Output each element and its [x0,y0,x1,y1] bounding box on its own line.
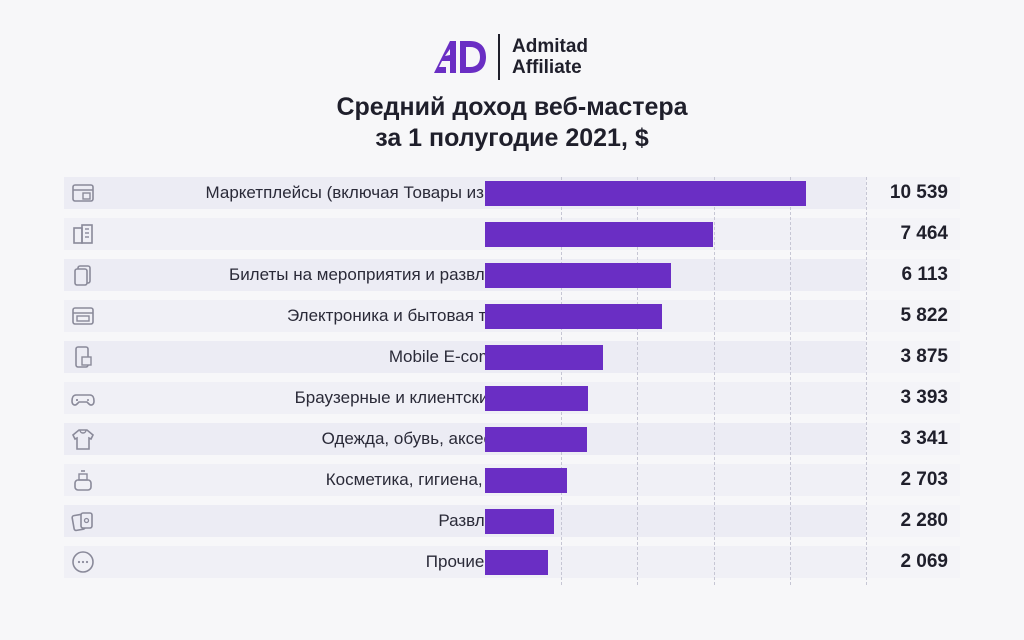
category-label: Билеты на мероприятия и развлечения [229,265,540,284]
gridline [561,177,563,585]
bar [485,181,807,206]
admitad-logo-icon [434,41,486,73]
hoodie-icon [70,427,96,451]
gamepad-icon [70,386,96,410]
bar [485,345,604,370]
monitor-icon [70,304,96,328]
bar [485,550,549,575]
value-label: 5 822 [900,305,948,326]
value-label: 2 069 [900,551,948,572]
gridline [713,177,715,585]
value-cell [866,177,960,209]
logo-wordmark: Admitad Affiliate [512,36,588,78]
cosmetics-icon [70,468,96,492]
value-label: 3 393 [900,387,948,408]
bar [485,468,568,493]
title-line-2: за 1 полугодие 2021, $ [375,124,649,152]
value-label: 2 703 [900,469,948,490]
value-cell [866,546,960,578]
gridline [866,177,867,585]
value-label: 2 280 [900,510,948,531]
bar-chart: Маркетплейсы (включая Товары из Китая) 10… [64,177,960,585]
category-label: Электроника и бытовая техника [287,306,540,325]
value-label: 10 539 [889,182,948,203]
buildings-icon [70,222,96,246]
value-cell [866,218,960,250]
logo: Admitad Affiliate [432,34,588,80]
value-cell [866,341,960,373]
title-line-1: Средний доход веб-мастера [336,93,688,121]
bar [485,263,672,288]
value-label: 7 464 [900,223,948,244]
bar [485,222,713,247]
value-cell [866,505,960,537]
page-title: Средний доход веб-мастера за 1 полугодие… [0,92,1024,154]
gridline [789,177,791,585]
value-label: 6 113 [901,264,949,285]
bar [485,509,555,534]
cards-icon [70,509,96,533]
category-label: Браузерные и клиентские игры [294,388,540,407]
value-cell [866,464,960,496]
value-cell [866,382,960,414]
bar [485,304,663,329]
brand-line-1: Admitad [512,36,588,57]
gridline [637,177,639,585]
more-icon [70,550,96,574]
value-label: 3 341 [900,428,948,449]
brand-line-2: Affiliate [512,57,582,78]
storefront-icon [70,181,96,205]
value-cell [866,423,960,455]
tickets-icon [70,263,96,287]
bar [485,386,589,411]
value-label: 3 875 [900,346,948,367]
category-label: Маркетплейсы (включая Товары из Китая) [205,183,540,202]
logo-divider [498,34,500,80]
value-cell [866,300,960,332]
value-cell [866,259,960,291]
mobile-shop-icon [70,345,96,369]
bar [485,427,587,452]
